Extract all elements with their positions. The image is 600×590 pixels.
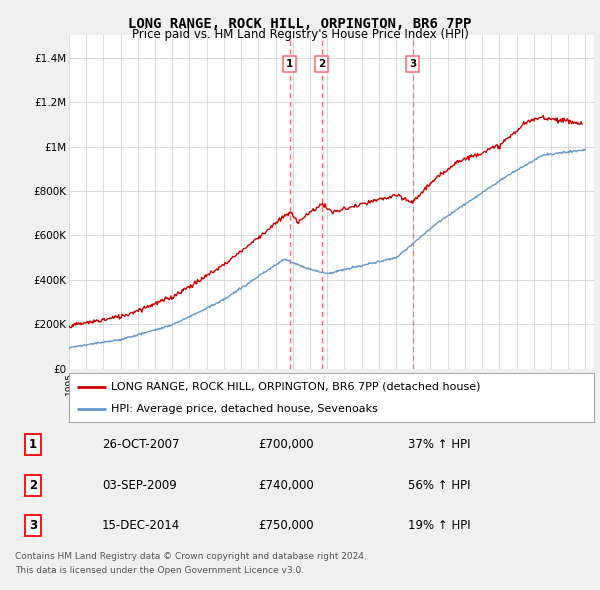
Text: This data is licensed under the Open Government Licence v3.0.: This data is licensed under the Open Gov… [15, 566, 304, 575]
Text: 2: 2 [29, 478, 37, 492]
Text: £750,000: £750,000 [258, 519, 314, 532]
Text: 2: 2 [318, 59, 325, 69]
Text: LONG RANGE, ROCK HILL, ORPINGTON, BR6 7PP (detached house): LONG RANGE, ROCK HILL, ORPINGTON, BR6 7P… [111, 382, 481, 392]
Text: LONG RANGE, ROCK HILL, ORPINGTON, BR6 7PP: LONG RANGE, ROCK HILL, ORPINGTON, BR6 7P… [128, 17, 472, 31]
Text: 1: 1 [286, 59, 293, 69]
Text: Price paid vs. HM Land Registry's House Price Index (HPI): Price paid vs. HM Land Registry's House … [131, 28, 469, 41]
Text: 15-DEC-2014: 15-DEC-2014 [102, 519, 180, 532]
Text: 37% ↑ HPI: 37% ↑ HPI [408, 438, 470, 451]
Text: 1: 1 [29, 438, 37, 451]
Text: 3: 3 [409, 59, 416, 69]
Text: HPI: Average price, detached house, Sevenoaks: HPI: Average price, detached house, Seve… [111, 404, 378, 414]
Text: Contains HM Land Registry data © Crown copyright and database right 2024.: Contains HM Land Registry data © Crown c… [15, 552, 367, 560]
Text: 3: 3 [29, 519, 37, 532]
Text: £740,000: £740,000 [258, 478, 314, 492]
Text: 26-OCT-2007: 26-OCT-2007 [102, 438, 179, 451]
Text: 03-SEP-2009: 03-SEP-2009 [102, 478, 177, 492]
Text: £700,000: £700,000 [258, 438, 314, 451]
Text: 19% ↑ HPI: 19% ↑ HPI [408, 519, 470, 532]
Text: 56% ↑ HPI: 56% ↑ HPI [408, 478, 470, 492]
